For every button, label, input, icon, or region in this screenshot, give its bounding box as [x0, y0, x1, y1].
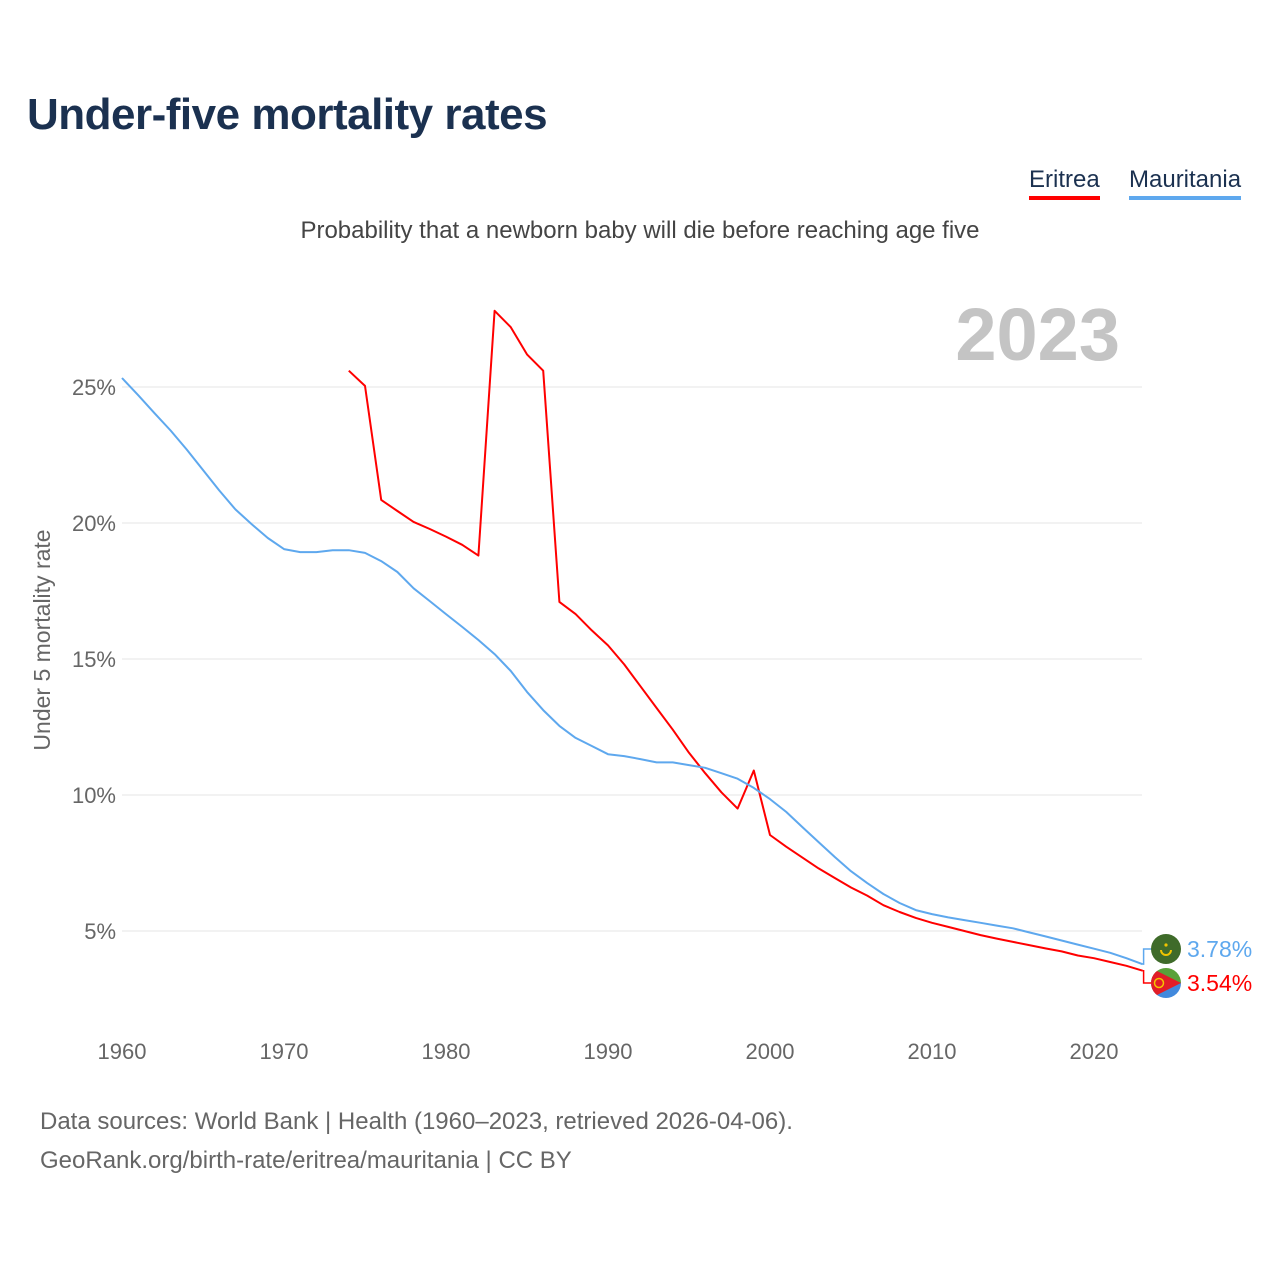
footer-link[interactable]: GeoRank.org/birth-rate/eritrea/mauritani… — [40, 1147, 572, 1174]
x-tick-label: 1980 — [422, 1039, 471, 1064]
y-tick-label: 10% — [72, 783, 116, 808]
legend-mauritania[interactable]: Mauritania — [1129, 166, 1242, 200]
star — [1164, 943, 1168, 947]
chart-title: Under-five mortality rates — [27, 90, 548, 139]
crescent — [1160, 949, 1172, 956]
y-axis-label: Under 5 mortality rate — [29, 529, 55, 750]
end-connector — [1142, 948, 1153, 965]
x-tick-label: 1970 — [260, 1039, 309, 1064]
footer-sources: Data sources: World Bank | Health (1960–… — [40, 1108, 793, 1135]
x-tick-label: 1990 — [584, 1039, 633, 1064]
y-tick-label: 5% — [84, 919, 116, 944]
series-line-mauritania — [121, 377, 1143, 966]
y-tick-label: 25% — [72, 375, 116, 400]
year-label: 2023 — [955, 293, 1120, 376]
end-value-label: 3.78% — [1187, 936, 1252, 962]
mauritania-flag-icon — [1151, 934, 1181, 964]
x-tick-label: 1960 — [98, 1039, 147, 1064]
series-line-eritrea — [348, 309, 1143, 972]
x-tick-label: 2010 — [908, 1039, 957, 1064]
y-tick-label: 15% — [72, 647, 116, 672]
flag-body — [1151, 968, 1181, 998]
x-tick-label: 2020 — [1070, 1039, 1119, 1064]
x-tick-label: 2000 — [746, 1039, 795, 1064]
red-triangle — [1151, 968, 1181, 998]
end-connector — [1142, 969, 1153, 984]
eritrea-flag-icon — [1151, 968, 1181, 998]
legend-eritrea[interactable]: Eritrea — [1029, 166, 1100, 200]
y-tick-label: 20% — [72, 511, 116, 536]
flag-background — [1151, 934, 1181, 964]
emblem — [1153, 977, 1165, 989]
chart-subtitle: Probability that a newborn baby will die… — [300, 217, 980, 244]
end-value-label: 3.54% — [1187, 970, 1252, 996]
